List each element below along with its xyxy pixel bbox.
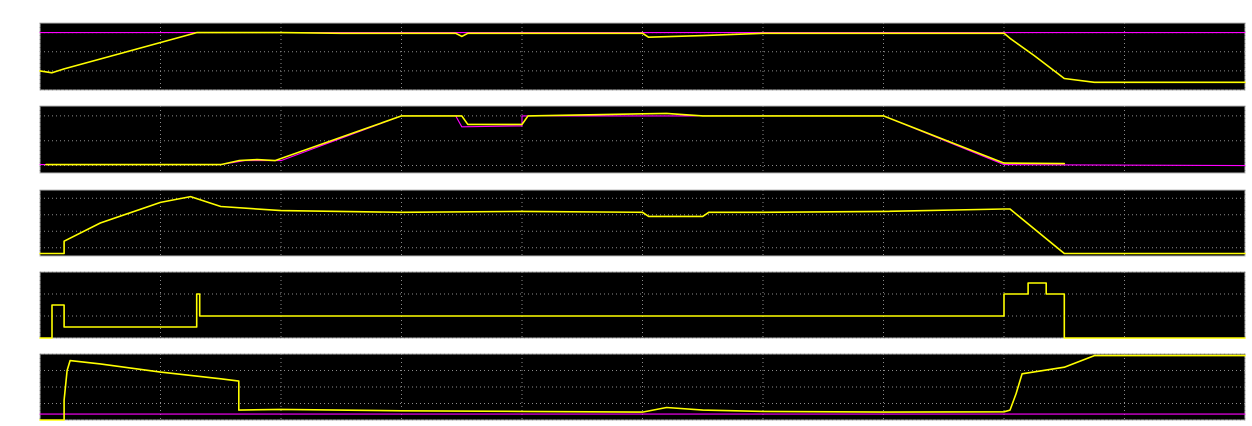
series-line-1	[39, 195, 1246, 255]
series-line-2	[39, 31, 1246, 84]
scope-panel-2: Id Idref _lim(pu) 0 0.5 1	[21, 95, 1246, 174]
x-tick-label: 0	[37, 422, 43, 426]
y-tick-label: 0	[31, 161, 37, 172]
x-tick-label: 1.8	[1117, 422, 1133, 426]
x-tick-label: 0.2	[153, 422, 169, 426]
y-tick-label: -0.5	[17, 86, 37, 97]
scope-panel-1: VdL, Vd_ref (pu) -0.5 0 0.5 1	[17, 12, 1246, 97]
scope-panel-4: Control Mode: 0=blocked 1=current 2=volt…	[31, 261, 1246, 345]
y-tick-label: 0	[31, 334, 37, 345]
y-tick-label: 0.5	[21, 47, 37, 58]
x-tick-label: 2	[1242, 422, 1248, 426]
y-tick-label: 0	[31, 66, 37, 77]
y-tick-label: 4	[31, 290, 37, 301]
scope-panel-5: gamma_min, gamma_ref (deg) 0 50 100 150 200 0 0…	[18, 343, 1248, 426]
plot-title: Control Mode: 0=blocked 1=current 2=volt…	[413, 261, 872, 271]
series-line-1	[39, 282, 1246, 339]
plot-title: gamma_min, gamma_ref (deg)	[573, 343, 712, 353]
y-tick-label: 160	[18, 194, 37, 205]
y-tick-label: 100	[18, 383, 37, 394]
y-tick-label: 200	[18, 350, 37, 361]
scope-panel-3: alpha_ord (deg) 100 120 140 160	[18, 179, 1246, 257]
x-tick-label: 1.4	[876, 422, 892, 426]
series-line-2	[45, 112, 1066, 166]
x-tick-label: 0.6	[394, 422, 410, 426]
plot-title: alpha_ord (deg)	[607, 179, 678, 189]
y-tick-label: 6	[31, 268, 37, 279]
y-tick-label: 140	[18, 210, 37, 221]
plot-title: Id Idref _lim(pu)	[607, 95, 678, 105]
series-line-2	[39, 354, 1246, 421]
y-tick-label: 1	[31, 111, 37, 122]
plot-area	[39, 105, 1246, 174]
y-tick-label: 2	[31, 312, 37, 323]
x-tick-label: 1.6	[996, 422, 1012, 426]
x-tick-label: 1.2	[755, 422, 771, 426]
y-tick-label: 150	[18, 366, 37, 377]
y-tick-label: 0.5	[21, 136, 37, 147]
y-tick-label: 0	[31, 416, 37, 426]
y-tick-label: 50	[24, 399, 37, 410]
y-tick-label: 1	[31, 28, 37, 39]
x-tick-label: 0.8	[514, 422, 530, 426]
x-tick-label: 0.4	[273, 422, 289, 426]
plot-title: VdL, Vd_ref (pu)	[606, 12, 678, 22]
y-tick-label: 120	[18, 227, 37, 238]
x-tick-label: 1	[639, 422, 645, 426]
y-tick-label: 100	[18, 243, 37, 254]
